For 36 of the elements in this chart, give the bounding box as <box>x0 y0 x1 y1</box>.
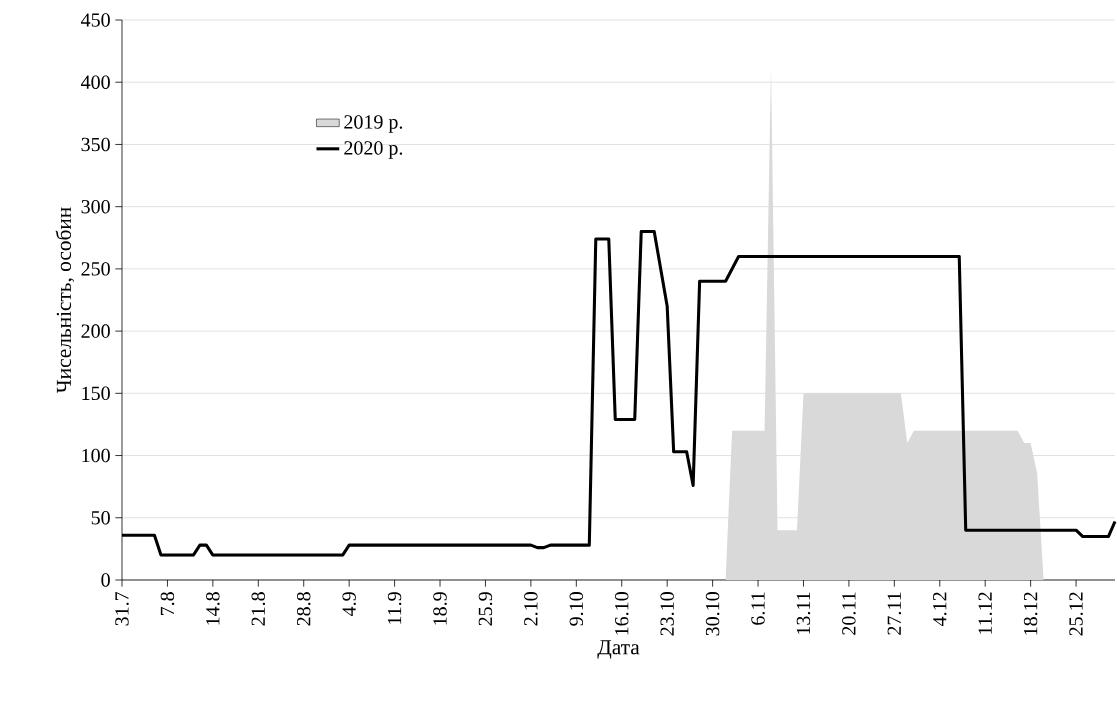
y-tick-label: 100 <box>82 448 110 463</box>
x-tick-label: 18.12 <box>1023 592 1038 635</box>
y-tick-label: 400 <box>81 75 110 89</box>
x-tick-label: 7.8 <box>160 592 175 616</box>
y-tick-label: 50 <box>91 511 110 525</box>
x-tick-label: 23.10 <box>660 592 674 636</box>
y-tick-label: 150 <box>82 386 110 401</box>
x-tick-label: 28.8 <box>296 592 311 626</box>
y-tick-label: 200 <box>81 324 110 338</box>
x-tick-label: 14.8 <box>206 592 220 625</box>
x-tick-label: 4.9 <box>342 592 356 616</box>
legend-label: 2020 р. <box>344 141 403 159</box>
x-tick-label: 11.12 <box>978 592 992 634</box>
y-tick-label: 450 <box>81 13 110 27</box>
x-tick-label: 21.8 <box>251 592 266 626</box>
x-tick-label: 25.9 <box>478 592 493 626</box>
x-tick-label: 9.10 <box>569 592 584 626</box>
x-tick-label: 11.9 <box>387 592 402 624</box>
legend-label: 2019 р. <box>344 115 403 133</box>
x-axis-title: Дата <box>597 640 640 659</box>
x-tick-label: 13.11 <box>796 592 811 634</box>
y-axis-title: Чисельність, особин <box>55 207 75 393</box>
x-tick-label: 20.11 <box>842 592 856 635</box>
x-tick-label: 30.10 <box>705 592 720 636</box>
x-tick-label: 4.12 <box>933 592 947 626</box>
x-tick-label: 31.7 <box>115 591 129 626</box>
x-tick-label: 27.11 <box>887 592 902 635</box>
y-tick-label: 250 <box>81 262 110 276</box>
x-tick-label: 25.12 <box>1069 592 1083 636</box>
x-tick-label: 6.11 <box>751 592 765 625</box>
x-tick-label: 16.10 <box>614 592 629 635</box>
y-tick-label: 0 <box>101 573 110 587</box>
y-tick-label: 350 <box>81 137 110 152</box>
x-tick-label: 18.9 <box>433 592 447 625</box>
y-tick-label: 300 <box>81 199 110 214</box>
x-tick-label: 2.10 <box>524 592 538 626</box>
